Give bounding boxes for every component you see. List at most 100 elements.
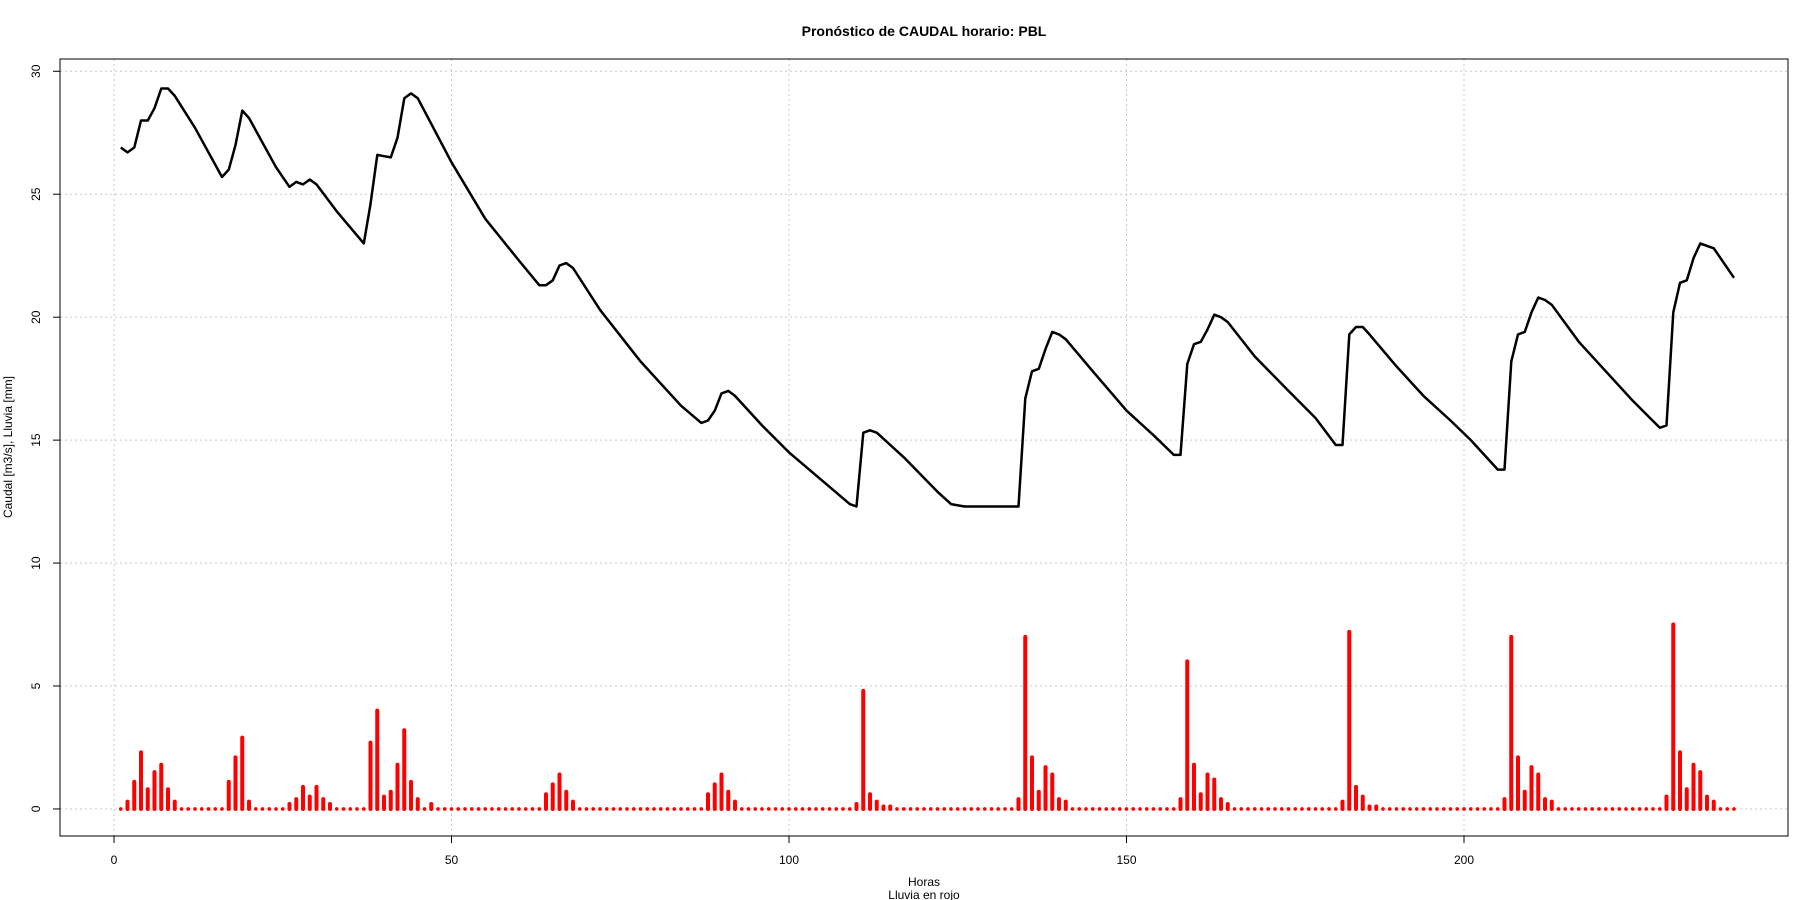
rain-zero-point [1482, 807, 1487, 811]
rain-zero-point [685, 807, 690, 811]
rain-zero-point [1610, 807, 1615, 811]
rain-zero-point [1603, 807, 1608, 811]
flow-line [120, 87, 1736, 508]
rain-zero-point [1475, 807, 1480, 811]
rain-zero-point [1009, 807, 1014, 811]
rain-zero-point [1617, 807, 1622, 811]
rain-zero-point [1138, 807, 1142, 811]
rain-zero-point [1381, 807, 1385, 811]
rain-zero-point [1313, 807, 1318, 811]
rain-zero-point [1576, 807, 1581, 811]
rain-zero-point [1637, 807, 1642, 811]
rain-zero-point [679, 807, 683, 811]
y-tick-label: 20 [29, 310, 43, 324]
flow-series [120, 87, 1736, 508]
rain-zero-point [969, 807, 974, 811]
rain-zero-point [1333, 807, 1338, 811]
rain-zero-point [989, 807, 994, 811]
rain-zero-point [1441, 807, 1446, 811]
rain-zero-point [1151, 807, 1156, 811]
rain-zero-point [915, 807, 920, 811]
rain-zero-point [496, 807, 501, 811]
rain-zero-point [976, 807, 980, 811]
x-tick-label: 50 [445, 853, 459, 867]
rain-zero-point [253, 807, 258, 811]
rain-zero-point [658, 807, 663, 811]
rain-zero-point [746, 807, 751, 811]
rain-zero-point [1428, 807, 1433, 811]
rain-zero-point [800, 807, 805, 811]
rain-zero-point [645, 807, 650, 811]
x-axis-sublabel: Lluvia en rojo [888, 888, 960, 900]
y-tick-label: 5 [29, 682, 43, 689]
rain-zero-point [1306, 807, 1311, 811]
rain-zero-point [341, 807, 346, 811]
rain-zero-point [193, 807, 197, 811]
rain-zero-point [456, 807, 461, 811]
rain-zero-point [1414, 807, 1419, 811]
rain-zero-point [753, 807, 758, 811]
rain-zero-point [1104, 807, 1109, 811]
rain-zero-point [1651, 807, 1655, 811]
rain-zero-point [1468, 807, 1473, 811]
rain-zero-point [213, 807, 218, 811]
rain-series [118, 622, 1736, 811]
rain-zero-point [895, 807, 899, 811]
rain-zero-point [847, 807, 852, 811]
rain-zero-point [1597, 807, 1601, 811]
rain-zero-point [1590, 807, 1595, 811]
rain-zero-point [739, 807, 744, 811]
x-tick-label: 200 [1454, 853, 1474, 867]
rain-zero-point [503, 807, 508, 811]
plot-frame [59, 58, 1789, 837]
rain-zero-point [1090, 807, 1095, 811]
rain-zero-point [1732, 807, 1736, 811]
rain-zero-point [638, 807, 643, 811]
rain-zero-point [949, 807, 953, 811]
rain-zero-point [935, 807, 940, 811]
rain-zero-point [1124, 807, 1129, 811]
x-tick-label: 100 [779, 853, 799, 867]
rain-zero-point [510, 807, 515, 811]
rain-zero-point [537, 807, 542, 811]
rain-zero-point [1421, 807, 1426, 811]
rain-zero-point [982, 807, 987, 811]
rain-zero-point [1387, 807, 1392, 811]
rain-zero-point [1003, 807, 1007, 811]
rain-zero-point [1158, 807, 1163, 811]
rain-zero-point [598, 807, 602, 811]
rain-zero-point [267, 807, 272, 811]
rain-zero-point [483, 807, 488, 811]
rain-zero-point [996, 807, 1001, 811]
rain-zero-point [814, 807, 818, 811]
rain-zero-point [820, 807, 825, 811]
rain-zero-point [591, 807, 596, 811]
rain-zero-point [1435, 807, 1439, 811]
grid-lines [60, 59, 1788, 836]
rain-zero-point [827, 807, 832, 811]
rain-zero-point [1394, 807, 1399, 811]
rain-zero-point [1495, 807, 1500, 811]
rain-zero-point [1624, 807, 1628, 811]
rain-zero-point [1117, 807, 1122, 811]
rain-zero-point [1246, 807, 1250, 811]
rain-zero-point [118, 807, 123, 811]
y-axis: 0 5 10 15 20 25 30 [29, 64, 60, 812]
rain-zero-point [922, 807, 926, 811]
y-tick-label: 10 [29, 556, 43, 570]
rain-zero-point [787, 807, 791, 811]
x-tick-label: 0 [111, 853, 118, 867]
rain-zero-point [1657, 807, 1662, 811]
rain-zero-point [469, 807, 474, 811]
rain-zero-point [476, 807, 481, 811]
rain-zero-point [348, 807, 353, 811]
rain-zero-point [1293, 807, 1298, 811]
rain-zero-point [517, 807, 521, 811]
rain-zero-point [942, 807, 947, 811]
y-tick-label: 25 [29, 187, 43, 201]
rain-zero-point [1556, 807, 1561, 811]
rain-zero-point [841, 807, 845, 811]
rain-zero-point [355, 807, 359, 811]
rain-zero-point [793, 807, 798, 811]
